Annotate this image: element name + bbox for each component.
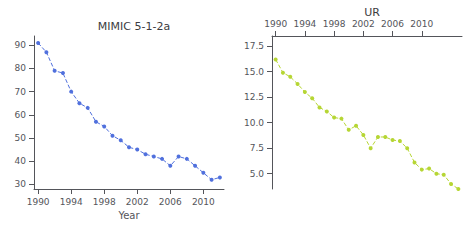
- svg-text:1998: 1998: [323, 19, 346, 29]
- svg-text:2010: 2010: [192, 197, 215, 207]
- svg-text:90: 90: [15, 40, 27, 50]
- svg-text:50: 50: [15, 133, 27, 143]
- svg-text:Year: Year: [117, 210, 140, 221]
- svg-text:17.5: 17.5: [244, 41, 264, 51]
- svg-text:2010: 2010: [410, 19, 433, 29]
- svg-text:1990: 1990: [264, 19, 287, 29]
- svg-text:5.0: 5.0: [250, 169, 265, 179]
- svg-text:2006: 2006: [381, 19, 404, 29]
- svg-text:40: 40: [15, 156, 27, 166]
- svg-text:MIMIC 5-1-2a: MIMIC 5-1-2a: [98, 20, 170, 33]
- svg-text:12.5: 12.5: [244, 92, 264, 102]
- svg-text:70: 70: [15, 87, 27, 97]
- svg-text:2002: 2002: [126, 197, 149, 207]
- svg-text:1990: 1990: [27, 197, 50, 207]
- svg-text:80: 80: [15, 63, 27, 73]
- svg-text:1994: 1994: [293, 19, 316, 29]
- svg-text:UR: UR: [364, 6, 380, 19]
- svg-text:1994: 1994: [60, 197, 83, 207]
- svg-text:30: 30: [15, 179, 27, 189]
- svg-text:60: 60: [15, 110, 27, 120]
- svg-text:10.0: 10.0: [244, 118, 264, 128]
- svg-text:7.5: 7.5: [250, 143, 264, 153]
- svg-text:2006: 2006: [159, 197, 182, 207]
- svg-text:1998: 1998: [93, 197, 116, 207]
- svg-text:15.0: 15.0: [244, 67, 264, 77]
- svg-text:2002: 2002: [352, 19, 375, 29]
